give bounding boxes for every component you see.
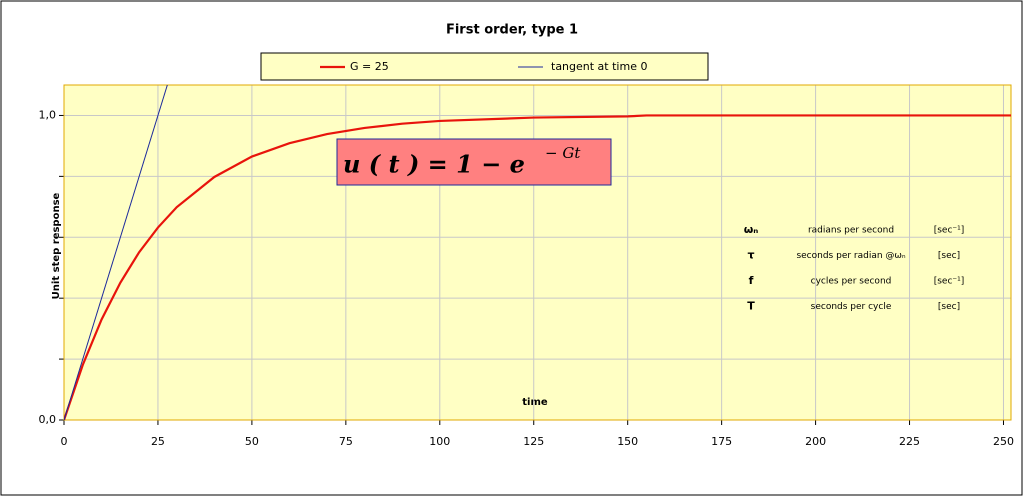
formula: u ( t ) = 1 − e bbox=[343, 150, 525, 179]
series-line bbox=[64, 85, 168, 420]
x-tick-label: 50 bbox=[245, 435, 259, 448]
x-tick-label: 225 bbox=[899, 435, 920, 448]
formula-exponent: − Gt bbox=[545, 144, 581, 162]
unit: [sec] bbox=[938, 302, 960, 312]
x-tick-label: 200 bbox=[805, 435, 826, 448]
symbol: τ bbox=[747, 249, 754, 262]
unit: [sec⁻¹] bbox=[934, 226, 965, 236]
description: radians per second bbox=[808, 226, 894, 236]
y-axis-label: Unit step response bbox=[51, 192, 62, 299]
x-tick-label: 0 bbox=[61, 435, 68, 448]
x-tick-label: 150 bbox=[617, 435, 638, 448]
x-tick-label: 250 bbox=[993, 435, 1014, 448]
info-table: ωₙ radians per second [sec⁻¹] τ seconds per … bbox=[744, 223, 965, 313]
x-tick-label: 175 bbox=[711, 435, 732, 448]
legend-label: G = 25 bbox=[350, 60, 389, 73]
x-tick-label: 25 bbox=[151, 435, 165, 448]
unit: [sec] bbox=[938, 251, 960, 261]
chart-title: First order, type 1 bbox=[446, 23, 578, 38]
formula-box bbox=[336, 138, 612, 186]
description: seconds per radian @ωₙ bbox=[796, 251, 906, 261]
description: seconds per cycle bbox=[811, 302, 892, 312]
x-tick-label: 125 bbox=[523, 435, 544, 448]
legend-label: tangent at time 0 bbox=[551, 60, 647, 73]
y-tick-label: 1,0 bbox=[39, 108, 57, 121]
description: cycles per second bbox=[811, 277, 892, 287]
symbol: T bbox=[747, 300, 755, 313]
symbol: f bbox=[749, 274, 754, 287]
x-tick-label: 75 bbox=[339, 435, 353, 448]
symbol: ωₙ bbox=[744, 223, 759, 236]
y-tick-label: 0,0 bbox=[39, 413, 57, 426]
series-line bbox=[64, 114, 1011, 420]
plot: 0 25 50 75 100 125 150 175 200 225 250 0,0 1,0 bbox=[39, 84, 1014, 448]
unit: [sec⁻¹] bbox=[934, 277, 965, 287]
plot-frame bbox=[63, 84, 1012, 421]
x-axis-label: time bbox=[522, 397, 548, 408]
x-tick-label: 100 bbox=[429, 435, 450, 448]
